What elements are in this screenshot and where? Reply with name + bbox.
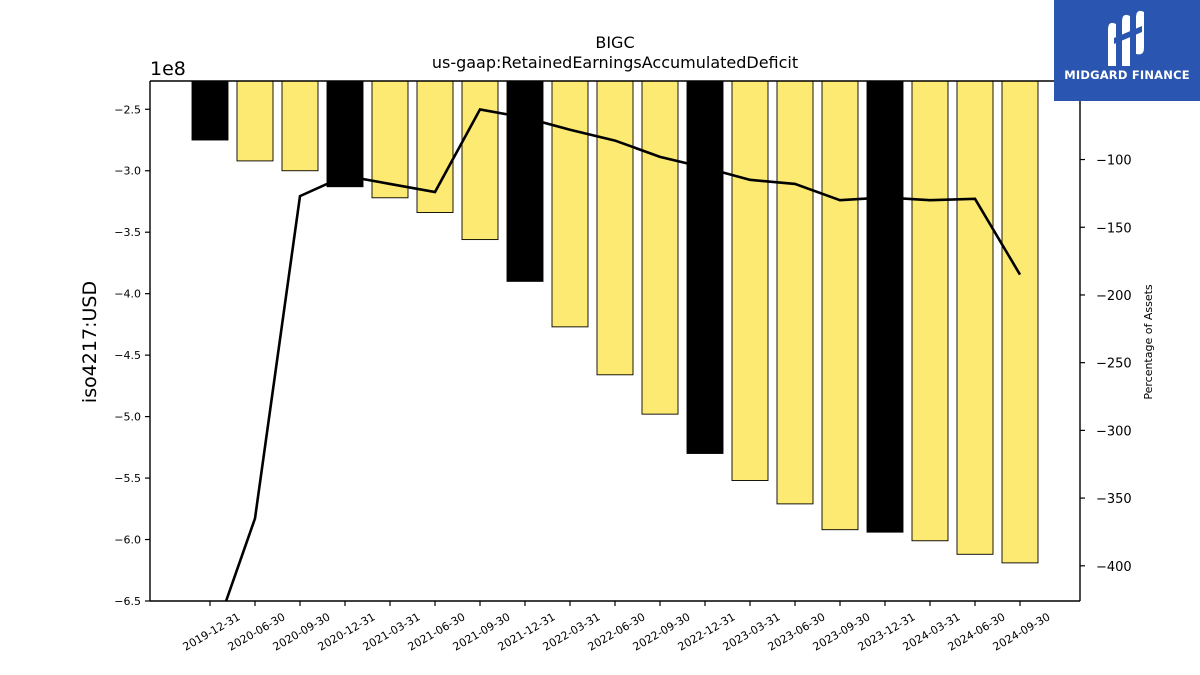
bar	[551, 80, 589, 328]
y2-tick-label: −150	[1096, 221, 1132, 236]
bar	[326, 80, 364, 188]
y-tick-label: −5.0	[114, 411, 141, 424]
y2-tick-label: −200	[1096, 289, 1132, 304]
bar	[596, 80, 634, 376]
y-tick-label: −5.5	[114, 472, 141, 485]
bar	[236, 80, 274, 162]
bar	[371, 80, 409, 199]
y-tick-label: −2.5	[114, 103, 141, 116]
bar	[956, 80, 994, 555]
bar	[911, 80, 949, 542]
y-offset-label: 1e8	[150, 58, 186, 80]
brand-name: MIDGARD FINANCE	[1064, 68, 1190, 82]
brand-logo: MIDGARD FINANCE	[1054, 0, 1200, 101]
y2-tick-label: −350	[1096, 492, 1132, 507]
y2-tick-label: −400	[1096, 560, 1132, 575]
percentage-line	[224, 107, 1022, 601]
y-axis-label: iso4217:USD	[79, 281, 101, 403]
bar-group	[191, 80, 1039, 564]
midgard-logo-icon	[1108, 10, 1144, 66]
percentage-line-group	[224, 107, 1022, 601]
y-tick-label: −6.0	[114, 534, 141, 547]
y2-tick-label: −300	[1096, 424, 1132, 439]
y2-tick-label: −250	[1096, 357, 1132, 372]
bar	[1001, 80, 1039, 564]
bar	[461, 80, 499, 241]
y2-axis-label: Percentage of Assets	[1142, 284, 1155, 400]
y-tick-label: −4.5	[114, 349, 141, 362]
bar	[641, 80, 679, 415]
bar	[821, 80, 859, 531]
y2-axis-ticks: −100 −150 −200 −250 −300 −350 −400	[1080, 154, 1132, 575]
y-tick-label: −3.5	[114, 226, 141, 239]
bar	[686, 80, 724, 454]
bar	[281, 80, 319, 172]
y2-tick-label: −100	[1096, 154, 1132, 169]
chart-subtitle: us-gaap:RetainedEarningsAccumulatedDefic…	[432, 53, 798, 72]
y-tick-label: −3.0	[114, 165, 141, 178]
chart-title: BIGC	[595, 33, 634, 52]
bar	[506, 80, 544, 282]
y-tick-label: −6.5	[114, 595, 141, 608]
y-tick-label: −4.0	[114, 288, 141, 301]
x-axis-ticks: 2019-12-312020-06-302020-09-302020-12-31…	[181, 601, 1053, 654]
bar	[776, 80, 814, 505]
bar	[731, 80, 769, 481]
y-axis-ticks: −2.5 −3.0 −3.5 −4.0 −4.5 −5.0 −5.5 −6.0 −6.5	[114, 103, 150, 608]
bar	[191, 80, 229, 141]
bar	[866, 80, 904, 533]
